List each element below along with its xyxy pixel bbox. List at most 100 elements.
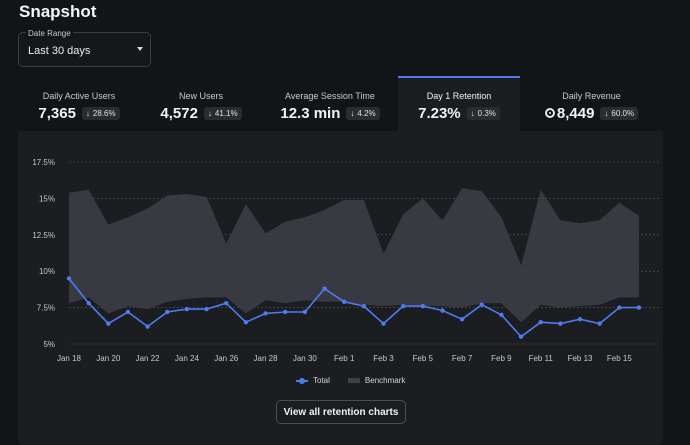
legend-swatch-benchmark — [347, 378, 360, 383]
total-point — [361, 303, 367, 309]
delta-badge: ↓ 4.2% — [346, 107, 380, 120]
x-tick-label: Feb 5 — [413, 354, 434, 363]
legend-item-total[interactable]: Total — [296, 376, 330, 385]
delta-value: 41.1% — [214, 109, 238, 118]
arrow-down-icon: ↓ — [85, 109, 90, 118]
x-tick-label: Feb 15 — [607, 354, 632, 363]
y-tick-label: 7.5% — [37, 304, 55, 313]
total-point — [597, 321, 602, 326]
metric-value: 4,572 — [160, 105, 198, 122]
tab-label: Daily Active Users — [42, 91, 116, 101]
total-point — [204, 306, 209, 312]
tab-label: Average Session Time — [285, 91, 375, 101]
metric-value: 7.23% — [418, 105, 461, 122]
chart-legend: Total Benchmark — [296, 376, 405, 385]
x-tick-label: Jan 26 — [214, 354, 239, 363]
total-point — [125, 309, 131, 315]
arrow-down-icon: ↓ — [470, 109, 475, 118]
date-range-select[interactable]: Date Range Last 30 days — [18, 29, 151, 67]
metric-tabs: Daily Active Users 7,365 ↓ 28.6% New Use… — [18, 76, 663, 131]
total-point — [459, 317, 465, 322]
arrow-down-icon: ↓ — [207, 109, 212, 118]
tab-label: New Users — [178, 91, 223, 101]
total-point — [165, 309, 170, 315]
delta-badge: ↓ 28.6% — [81, 107, 120, 120]
total-point — [341, 299, 347, 304]
page-title: Snapshot — [19, 2, 97, 21]
total-point — [184, 306, 190, 312]
delta-value: 0.3% — [477, 109, 496, 118]
view-all-retention-charts-button[interactable]: View all retention charts — [276, 400, 406, 424]
legend-swatch-total — [296, 377, 308, 384]
tab-new-users[interactable]: New Users 4,572 ↓ 41.1% — [140, 76, 262, 131]
metric-value: 12.3 min — [280, 105, 341, 122]
total-point — [224, 301, 229, 306]
delta-badge: ↓ 60.0% — [600, 107, 639, 120]
legend-item-benchmark[interactable]: Benchmark — [347, 376, 406, 385]
metric-value-text: 8,449 — [556, 105, 595, 122]
date-range-value: Last 30 days — [28, 45, 91, 57]
x-tick-label: Jan 22 — [136, 354, 161, 363]
x-tick-label: Jan 20 — [96, 354, 121, 363]
total-point — [243, 319, 249, 325]
x-tick-label: Jan 24 — [175, 354, 200, 363]
total-point — [302, 309, 308, 315]
x-tick-label: Feb 3 — [373, 354, 394, 363]
delta-value: 4.2% — [357, 109, 376, 118]
metric-value: 8,449 — [544, 105, 595, 122]
total-point — [499, 312, 504, 318]
y-tick-label: 17.5% — [32, 158, 55, 167]
y-tick-label: 10% — [39, 267, 55, 276]
tab-daily-revenue[interactable]: Daily Revenue 8,449 ↓ 60.0% — [520, 76, 663, 131]
total-point — [381, 321, 386, 326]
total-point — [538, 319, 543, 325]
total-point — [617, 305, 622, 310]
delta-badge: ↓ 41.1% — [203, 107, 242, 120]
y-tick-label: 15% — [39, 194, 55, 203]
legend-label-total: Total — [313, 376, 330, 385]
total-point — [322, 286, 327, 291]
delta-value: 60.0% — [611, 109, 635, 118]
y-tick-label: 5% — [43, 340, 55, 349]
x-tick-label: Feb 11 — [529, 354, 554, 363]
total-point — [400, 303, 406, 309]
x-tick-label: Jan 18 — [57, 354, 82, 363]
arrow-down-icon: ↓ — [604, 109, 609, 118]
retention-chart: 5% 7.5% 10% 12.5% 15% 17.5% Jan 18 Jan 20 Jan 22… — [32, 158, 659, 363]
delta-badge: ↓ 0.3% — [466, 107, 500, 120]
x-tick-label: Feb 7 — [452, 354, 473, 363]
benchmark-band — [69, 188, 639, 323]
total-point — [558, 321, 563, 326]
total-point — [479, 302, 484, 307]
total-point — [636, 305, 642, 310]
total-point — [145, 324, 150, 329]
tab-daily-active-users[interactable]: Daily Active Users 7,365 ↓ 28.6% — [18, 76, 140, 131]
total-point — [263, 311, 268, 316]
delta-value: 28.6% — [92, 109, 116, 118]
legend-label-benchmark: Benchmark — [364, 376, 406, 385]
x-tick-label: Feb 1 — [334, 354, 355, 363]
total-point — [440, 308, 445, 313]
tab-day-1-retention[interactable]: Day 1 Retention 7.23% ↓ 0.3% — [398, 76, 520, 131]
date-range-label: Date Range — [26, 29, 73, 38]
total-series-line — [68, 278, 639, 338]
x-tick-label: Jan 28 — [254, 354, 279, 363]
tab-average-session-time[interactable]: Average Session Time 12.3 min ↓ 4.2% — [262, 76, 398, 131]
total-point — [66, 276, 72, 281]
coin-icon — [544, 108, 555, 118]
tab-label: Daily Revenue — [562, 91, 621, 101]
total-point — [283, 309, 288, 315]
total-point — [577, 317, 583, 322]
chevron-down-icon — [137, 47, 143, 51]
y-tick-label: 12.5% — [32, 231, 55, 240]
x-tick-label: Feb 9 — [491, 354, 512, 363]
chart-panel: 5% 7.5% 10% 12.5% 15% 17.5% Jan 18 Jan 20 Jan 22… — [18, 131, 663, 445]
arrow-down-icon: ↓ — [350, 109, 355, 118]
metric-value: 7,365 — [38, 105, 76, 122]
x-tick-label: Feb 13 — [568, 354, 593, 363]
total-point — [86, 301, 91, 306]
total-point — [420, 303, 425, 309]
x-tick-label: Jan 30 — [293, 354, 318, 363]
total-point — [106, 321, 111, 326]
tab-label: Day 1 Retention — [426, 91, 492, 101]
